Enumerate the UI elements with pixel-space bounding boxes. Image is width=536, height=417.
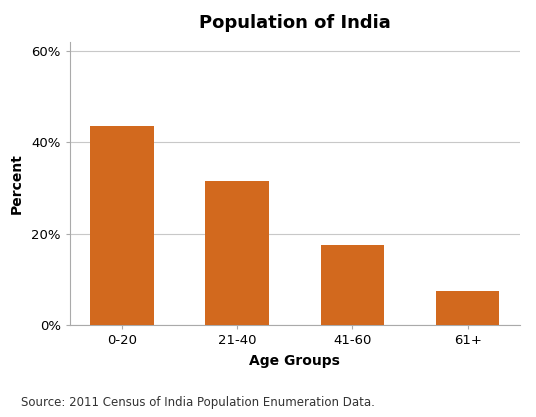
Bar bbox=[321, 245, 384, 325]
Bar bbox=[90, 126, 153, 325]
X-axis label: Age Groups: Age Groups bbox=[249, 354, 340, 368]
Text: Source: 2011 Census of India Population Enumeration Data.: Source: 2011 Census of India Population … bbox=[21, 396, 375, 409]
Title: Population of India: Population of India bbox=[199, 14, 391, 32]
Y-axis label: Percent: Percent bbox=[10, 153, 24, 214]
Bar bbox=[205, 181, 269, 325]
Bar bbox=[436, 291, 500, 325]
